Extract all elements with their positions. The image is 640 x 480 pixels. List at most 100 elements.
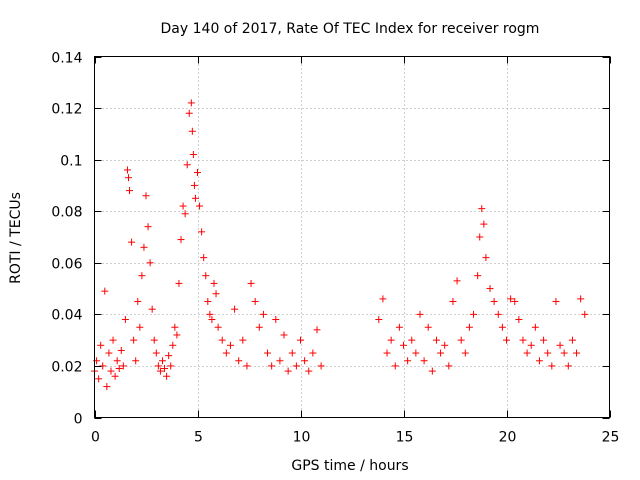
y-tick-label: 0.02 xyxy=(51,360,82,376)
data-point xyxy=(167,362,175,370)
data-point xyxy=(391,362,399,370)
data-point xyxy=(568,336,576,344)
data-point xyxy=(412,349,420,357)
data-point xyxy=(478,205,486,213)
data-point xyxy=(156,367,164,375)
data-point xyxy=(531,323,539,331)
data-point xyxy=(420,357,428,365)
data-point xyxy=(400,341,407,349)
data-point xyxy=(99,362,107,370)
data-point xyxy=(470,310,478,318)
data-point xyxy=(511,297,519,305)
x-tick-label: 25 xyxy=(602,430,620,446)
data-point xyxy=(188,127,196,135)
data-point xyxy=(189,150,197,158)
data-point xyxy=(128,238,136,246)
data-point xyxy=(272,316,280,324)
data-point xyxy=(101,287,109,295)
data-point xyxy=(206,310,214,318)
data-point xyxy=(105,349,113,357)
data-point xyxy=(136,323,144,331)
x-tick-label: 5 xyxy=(194,430,203,446)
data-point xyxy=(465,323,473,331)
data-point xyxy=(177,236,185,244)
data-point xyxy=(297,336,304,344)
data-point xyxy=(202,272,210,280)
data-point xyxy=(432,336,440,344)
data-point xyxy=(121,316,129,324)
data-point xyxy=(453,277,461,285)
data-point xyxy=(313,326,321,334)
data-point xyxy=(113,357,121,365)
data-point xyxy=(375,316,383,324)
data-point xyxy=(552,297,560,305)
chart-title: Day 140 of 2017, Rate Of TEC Index for r… xyxy=(161,21,540,37)
data-point xyxy=(437,349,445,357)
data-point xyxy=(445,362,453,370)
y-tick-label: 0.08 xyxy=(51,205,82,221)
y-tick-label: 0.14 xyxy=(51,51,82,67)
data-point xyxy=(577,295,585,303)
data-point xyxy=(408,336,416,344)
data-point xyxy=(482,254,490,262)
data-point xyxy=(276,357,284,365)
data-point xyxy=(280,331,288,339)
data-point xyxy=(535,357,543,365)
data-point xyxy=(441,341,449,349)
data-point xyxy=(222,349,230,357)
data-point xyxy=(301,357,309,365)
data-point xyxy=(404,357,412,365)
data-point xyxy=(457,336,465,344)
data-point xyxy=(165,352,173,360)
data-point xyxy=(154,362,162,370)
data-point xyxy=(243,362,251,370)
data-point xyxy=(292,362,300,370)
data-point xyxy=(175,279,183,287)
y-tick-label: 0.04 xyxy=(51,308,82,324)
data-point xyxy=(490,297,498,305)
data-point xyxy=(523,349,531,357)
data-point xyxy=(395,323,403,331)
data-point xyxy=(115,365,123,373)
data-point xyxy=(179,202,187,210)
data-point xyxy=(379,295,387,303)
data-point xyxy=(212,290,220,298)
data-point xyxy=(581,310,589,318)
data-point xyxy=(424,323,432,331)
data-point xyxy=(169,341,177,349)
data-point xyxy=(107,367,115,375)
data-point xyxy=(208,316,216,324)
data-point xyxy=(185,109,193,117)
data-point xyxy=(194,169,201,177)
data-point xyxy=(196,202,204,210)
data-point xyxy=(140,243,148,251)
data-point xyxy=(284,367,292,375)
data-point xyxy=(255,323,263,331)
data-point xyxy=(486,285,494,293)
data-point xyxy=(259,310,267,318)
data-point xyxy=(163,372,171,380)
data-point xyxy=(264,349,272,357)
data-point xyxy=(146,259,154,267)
data-point xyxy=(564,362,572,370)
data-point xyxy=(97,341,105,349)
data-point xyxy=(527,341,535,349)
data-point xyxy=(449,297,457,305)
data-point xyxy=(111,372,119,380)
data-point xyxy=(142,192,150,200)
y-tick-label: 0.12 xyxy=(51,102,82,118)
data-point xyxy=(573,349,581,357)
plot-frame xyxy=(94,56,610,418)
y-tick-label: 0.1 xyxy=(60,154,82,170)
data-point xyxy=(132,357,140,365)
data-point xyxy=(548,362,556,370)
x-tick-label: 15 xyxy=(396,430,414,446)
data-point xyxy=(187,99,195,107)
data-point xyxy=(503,336,510,344)
data-point xyxy=(173,331,181,339)
data-point xyxy=(519,336,527,344)
data-point xyxy=(210,279,218,287)
data-point xyxy=(239,336,247,344)
data-point xyxy=(204,297,212,305)
data-point xyxy=(158,357,166,365)
